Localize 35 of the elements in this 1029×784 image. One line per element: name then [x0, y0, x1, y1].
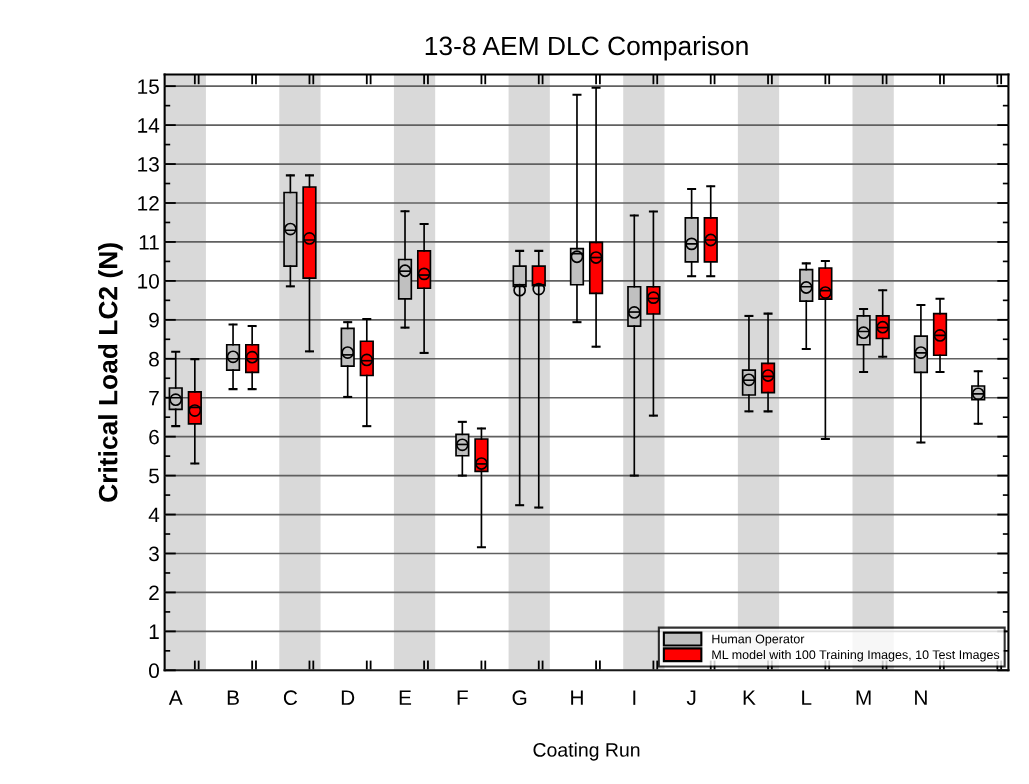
x-tick-label: N — [915, 690, 927, 705]
y-tick-label: 9 — [149, 312, 159, 328]
y-axis-title: Critical Load LC2 (N) — [98, 243, 123, 502]
x-tick-label: C — [283, 690, 298, 706]
y-tick-label: 3 — [148, 546, 159, 562]
legend-label: Human Operator — [712, 634, 805, 646]
x-tick-label: I — [633, 690, 636, 705]
x-tick-label: B — [227, 690, 239, 705]
y-tick-label: 8 — [149, 351, 159, 367]
x-tick-label: A — [168, 690, 183, 705]
y-tick-label: 10 — [138, 273, 159, 289]
y-tick-label: 14 — [138, 118, 160, 133]
x-tick-label: J — [686, 690, 696, 706]
x-tick-label: F — [457, 690, 468, 705]
y-tick-label: 0 — [149, 663, 159, 679]
y-tick-label: 4 — [148, 507, 160, 523]
x-tick-label: D — [341, 690, 355, 705]
x-tick-label: M — [856, 690, 871, 705]
legend-label: ML model with 100 Training Images, 10 Test Images — [712, 649, 1000, 662]
y-tick-label: 15 — [138, 79, 159, 94]
y-tick-label: 1 — [149, 624, 159, 639]
x-tick-label: K — [743, 690, 756, 705]
y-tick-label: 11 — [139, 235, 159, 250]
y-tick-label: 7 — [149, 390, 159, 406]
x-tick-label: E — [399, 690, 412, 705]
chart-title: 13-8 AEM DLC Comparison — [425, 35, 748, 61]
x-tick-label: G — [512, 690, 527, 706]
x-axis-title: Coating Run — [533, 742, 640, 761]
x-tick-label: H — [571, 690, 583, 705]
y-tick-label: 2 — [149, 585, 159, 600]
y-tick-label: 12 — [138, 196, 159, 211]
x-tick-label: L — [802, 690, 812, 705]
y-tick-label: 6 — [149, 429, 159, 445]
y-tick-label: 5 — [149, 468, 159, 484]
y-tick-label: 13 — [138, 157, 159, 172]
